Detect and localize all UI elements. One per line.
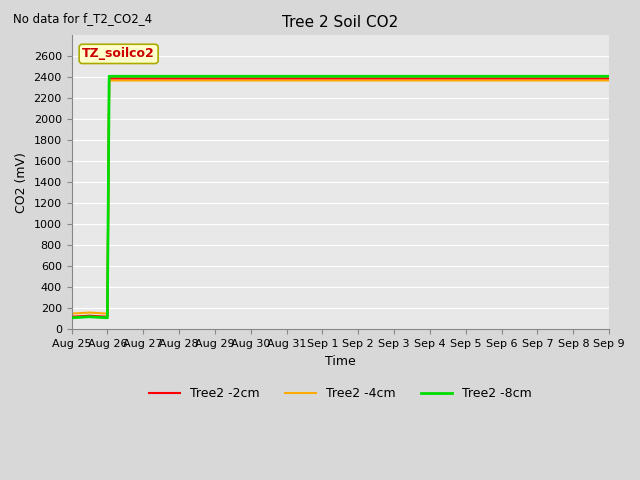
Title: Tree 2 Soil CO2: Tree 2 Soil CO2 xyxy=(282,15,399,30)
Y-axis label: CO2 (mV): CO2 (mV) xyxy=(15,152,28,213)
Legend: Tree2 -2cm, Tree2 -4cm, Tree2 -8cm: Tree2 -2cm, Tree2 -4cm, Tree2 -8cm xyxy=(144,383,537,406)
Text: No data for f_T2_CO2_4: No data for f_T2_CO2_4 xyxy=(13,12,152,25)
X-axis label: Time: Time xyxy=(325,355,356,368)
Text: TZ_soilco2: TZ_soilco2 xyxy=(83,48,155,60)
